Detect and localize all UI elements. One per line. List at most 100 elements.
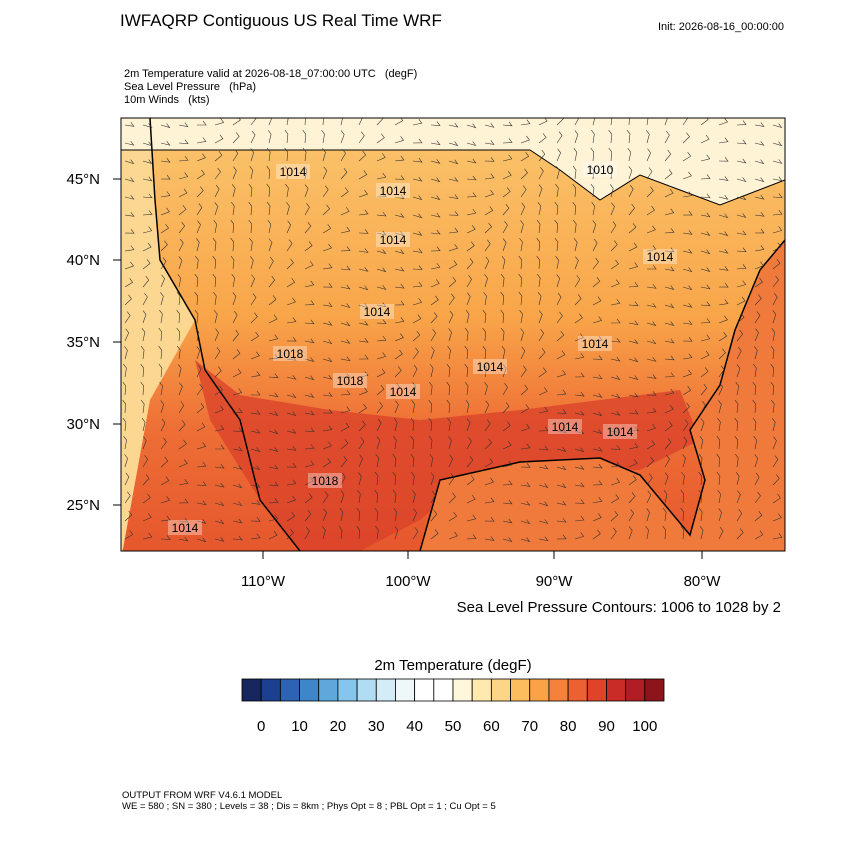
lon-label: 110°W bbox=[241, 573, 286, 590]
wind-barb bbox=[664, 472, 669, 486]
wind-barb bbox=[286, 356, 297, 361]
contour-label: 1014 bbox=[380, 233, 407, 247]
wind-barb bbox=[322, 526, 326, 540]
wind-barb bbox=[736, 158, 747, 164]
wind-barb bbox=[412, 157, 423, 163]
wind-barb bbox=[736, 230, 747, 236]
wind-barb bbox=[376, 172, 387, 180]
wind-barb bbox=[664, 118, 668, 126]
wind-barb bbox=[214, 151, 223, 162]
wind-barb bbox=[232, 446, 243, 452]
wind-barb bbox=[574, 353, 585, 360]
wind-barb bbox=[736, 280, 747, 288]
wind-barb bbox=[592, 411, 603, 417]
wind-barb bbox=[394, 175, 405, 180]
wind-barb bbox=[682, 267, 693, 273]
wind-barb bbox=[646, 205, 655, 216]
wind-barb bbox=[214, 444, 225, 450]
wind-barb bbox=[754, 530, 764, 540]
wind-barb bbox=[340, 490, 345, 504]
colorbar-label: 40 bbox=[406, 718, 423, 735]
contour-label: 1014 bbox=[582, 337, 609, 351]
wind-barb bbox=[538, 184, 543, 198]
wind-barb bbox=[376, 285, 387, 290]
wind-barb bbox=[304, 476, 314, 486]
contour-label-box bbox=[386, 384, 420, 399]
wind-barb bbox=[122, 399, 126, 414]
wind-barb bbox=[466, 225, 476, 234]
wind-barb bbox=[142, 455, 149, 468]
colorbar-swatch bbox=[241, 678, 262, 702]
wind-barb bbox=[376, 230, 387, 236]
wind-barb bbox=[520, 202, 526, 216]
wind-barb bbox=[772, 474, 780, 486]
wind-barb bbox=[754, 510, 763, 522]
wind-barb bbox=[572, 165, 577, 180]
wind-barb bbox=[178, 420, 186, 432]
colorbar-swatch bbox=[433, 678, 454, 702]
wind-barb bbox=[286, 118, 289, 126]
title: IWFAQRP Contiguous US Real Time WRF bbox=[120, 11, 442, 30]
wind-barb bbox=[447, 417, 451, 432]
wind-barb bbox=[646, 440, 656, 450]
wind-barb bbox=[196, 169, 205, 180]
wind-barb bbox=[754, 346, 758, 360]
wind-barb bbox=[322, 148, 326, 162]
wind-barb bbox=[448, 260, 458, 270]
wind-barb bbox=[448, 310, 454, 324]
border-north bbox=[121, 149, 785, 206]
wind-barb bbox=[268, 464, 279, 470]
wind-barb bbox=[464, 327, 469, 342]
wind-barb bbox=[718, 348, 726, 360]
wind-barb bbox=[735, 453, 739, 468]
wind-barb bbox=[590, 147, 595, 162]
wind-barb bbox=[304, 118, 306, 126]
colorbar-swatch bbox=[510, 678, 531, 702]
wind-barb bbox=[626, 129, 631, 144]
wind-barb bbox=[140, 363, 144, 378]
wind-barb bbox=[358, 131, 365, 144]
wind-barb bbox=[482, 309, 487, 324]
wind-barb bbox=[610, 118, 613, 126]
wind-barb bbox=[376, 267, 387, 273]
wind-barb bbox=[682, 419, 689, 432]
wind-barb bbox=[304, 221, 312, 234]
coastline-east bbox=[419, 239, 785, 551]
wind-barb bbox=[268, 498, 279, 504]
wind-barb bbox=[340, 284, 351, 290]
wind-barb bbox=[520, 519, 531, 525]
wind-barb bbox=[573, 148, 578, 162]
contour-label-box bbox=[376, 183, 410, 198]
wind-barb bbox=[574, 447, 585, 453]
wind-barb bbox=[394, 194, 405, 199]
wind-barb bbox=[574, 429, 585, 435]
wind-barb bbox=[556, 500, 567, 506]
wind-barb bbox=[628, 459, 638, 468]
wind-barb bbox=[322, 263, 333, 270]
colorbar-swatch bbox=[490, 678, 511, 702]
wind-barb bbox=[412, 508, 417, 522]
wind-barb bbox=[304, 260, 314, 270]
colorbar-swatch bbox=[606, 678, 627, 702]
contour-label: 1014 bbox=[280, 165, 307, 179]
wind-barb bbox=[682, 386, 692, 396]
wind-barb bbox=[700, 174, 711, 180]
wind-barb bbox=[718, 213, 729, 219]
wind-barb bbox=[772, 455, 779, 468]
contour-label-box bbox=[603, 424, 637, 439]
wind-barb bbox=[160, 496, 171, 504]
wind-barb bbox=[448, 328, 452, 342]
wind-barb bbox=[340, 439, 349, 450]
colorbar: 0 10 20 30 40 50 60 70 80 90 100 bbox=[241, 678, 665, 735]
wind-barb bbox=[304, 393, 315, 398]
wind-barb bbox=[718, 365, 725, 378]
wind-barb bbox=[340, 339, 351, 344]
wind-barb bbox=[628, 357, 639, 363]
wind-barb bbox=[700, 284, 711, 290]
wind-barb bbox=[412, 231, 423, 236]
wind-barb bbox=[195, 255, 199, 270]
wind-barb bbox=[664, 438, 672, 450]
wind-barb bbox=[664, 285, 675, 290]
wind-barb bbox=[376, 249, 387, 255]
wind-barb bbox=[141, 418, 146, 432]
